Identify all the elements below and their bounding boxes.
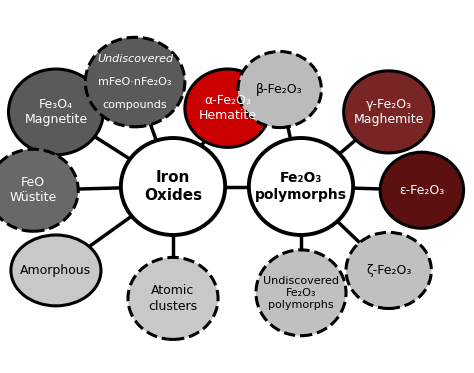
Text: Undiscovered
Fe₂O₃
polymorphs: Undiscovered Fe₂O₃ polymorphs: [263, 276, 339, 310]
Ellipse shape: [11, 235, 101, 306]
Ellipse shape: [238, 51, 321, 128]
Text: Fe₂O₃
polymorphs: Fe₂O₃ polymorphs: [255, 171, 347, 202]
Text: Undiscovered: Undiscovered: [97, 54, 173, 64]
Ellipse shape: [380, 152, 464, 228]
Text: ε-Fe₂O₃: ε-Fe₂O₃: [399, 184, 445, 197]
Text: α-Fe₂O₃
Hematite: α-Fe₂O₃ Hematite: [199, 94, 256, 122]
Text: Atomic
clusters: Atomic clusters: [148, 284, 198, 313]
Ellipse shape: [128, 257, 218, 339]
Text: β-Fe₂O₃: β-Fe₂O₃: [256, 83, 303, 96]
Ellipse shape: [0, 149, 78, 231]
Ellipse shape: [346, 232, 431, 308]
Text: γ-Fe₂O₃
Maghemite: γ-Fe₂O₃ Maghemite: [354, 98, 424, 126]
Ellipse shape: [185, 69, 270, 147]
Text: Fe₃O₄
Magnetite: Fe₃O₄ Magnetite: [24, 98, 88, 126]
Text: ζ-Fe₂O₃: ζ-Fe₂O₃: [366, 264, 411, 277]
Text: compounds: compounds: [103, 100, 167, 110]
Text: Amorphous: Amorphous: [20, 264, 91, 277]
Ellipse shape: [256, 250, 346, 336]
Ellipse shape: [85, 37, 185, 127]
Ellipse shape: [249, 138, 353, 235]
Text: Iron
Oxides: Iron Oxides: [144, 170, 202, 203]
Ellipse shape: [9, 69, 103, 155]
Ellipse shape: [121, 138, 225, 235]
Text: mFeO·nFe₂O₃: mFeO·nFe₂O₃: [98, 77, 172, 87]
Ellipse shape: [344, 71, 434, 153]
Text: FeO
Wüstite: FeO Wüstite: [9, 176, 57, 204]
